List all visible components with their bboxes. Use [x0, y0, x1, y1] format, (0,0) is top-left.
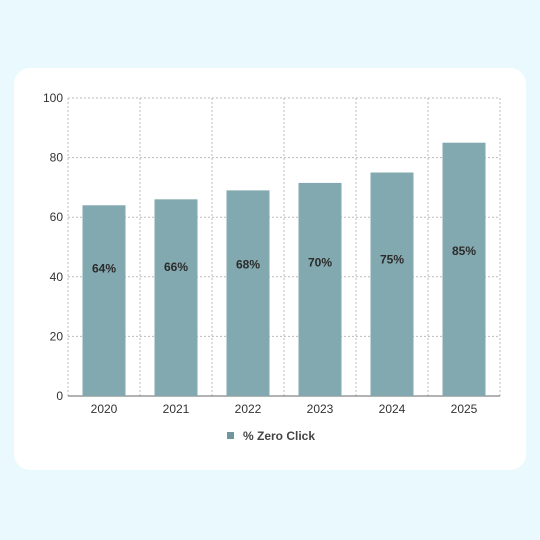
bar-2023 — [298, 182, 342, 396]
data-label: 64% — [92, 262, 116, 276]
data-label: 66% — [164, 260, 188, 274]
data-labels: 64% 66% 68% 70% 75% 85% — [92, 244, 476, 276]
legend: % Zero Click — [227, 429, 315, 443]
y-tick-label: 20 — [50, 329, 64, 343]
legend-marker — [227, 432, 234, 439]
grid-lines — [67, 97, 501, 397]
legend-label: % Zero Click — [243, 429, 315, 443]
y-tick-label: 80 — [50, 151, 64, 165]
bar-2024 — [370, 172, 414, 396]
bar-2020 — [82, 205, 126, 396]
y-tick-label: 60 — [50, 210, 64, 224]
bar-2022 — [226, 190, 270, 396]
data-label: 70% — [308, 255, 332, 269]
y-axis-ticks: 0 20 40 60 80 100 — [43, 91, 63, 403]
bar-2025 — [442, 142, 486, 396]
y-tick-label: 40 — [50, 270, 64, 284]
data-label: 85% — [452, 244, 476, 258]
x-tick-label: 2023 — [307, 402, 334, 416]
x-tick-label: 2022 — [235, 402, 262, 416]
x-axis-ticks: 2020 2021 2022 2023 2024 2025 — [91, 402, 478, 416]
y-tick-label: 0 — [56, 389, 63, 403]
bars — [82, 142, 486, 396]
x-tick-label: 2025 — [451, 402, 478, 416]
y-tick-label: 100 — [43, 91, 63, 105]
x-tick-label: 2020 — [91, 402, 118, 416]
data-label: 68% — [236, 257, 260, 271]
bar-2021 — [154, 199, 198, 396]
x-tick-label: 2024 — [379, 402, 406, 416]
x-tick-label: 2021 — [163, 402, 190, 416]
data-label: 75% — [380, 252, 404, 266]
